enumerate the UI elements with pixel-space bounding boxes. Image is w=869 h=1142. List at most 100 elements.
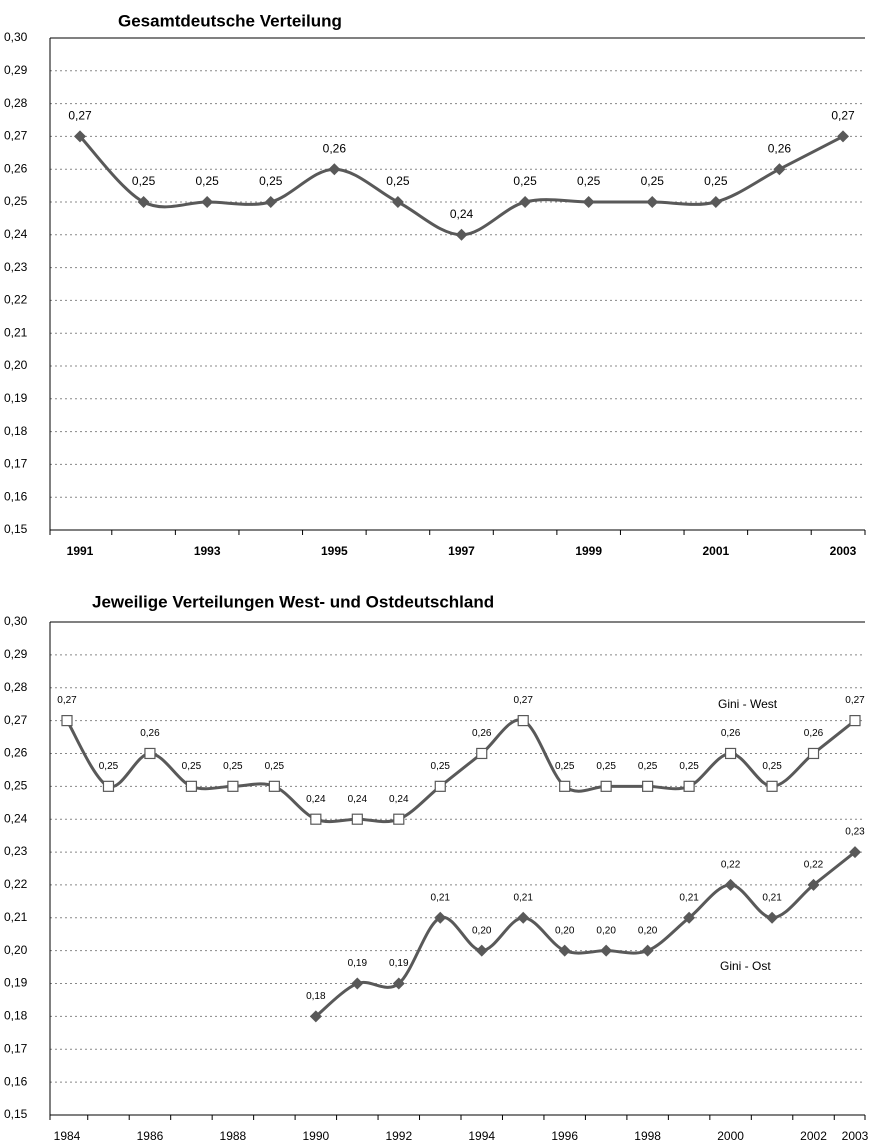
value-label: 0,25 — [679, 761, 699, 772]
marker — [600, 780, 612, 792]
marker — [600, 944, 613, 957]
value-label: 0,21 — [679, 892, 699, 903]
marker — [268, 780, 280, 792]
value-label: 0,25 — [431, 761, 451, 772]
value-label: 0,21 — [762, 892, 782, 903]
x-tick-label: 1999 — [575, 544, 602, 558]
marker — [582, 196, 595, 208]
value-label: 0,26 — [472, 728, 492, 739]
marker — [724, 878, 737, 891]
y-tick-label: 0,18 — [4, 1009, 28, 1023]
value-label: 0,25 — [762, 761, 782, 772]
value-label: 0,25 — [555, 761, 575, 772]
y-tick-label: 0,24 — [4, 811, 28, 825]
y-tick-label: 0,17 — [4, 457, 28, 471]
marker — [227, 780, 239, 792]
marker — [392, 977, 405, 990]
value-label: 0,25 — [132, 174, 156, 188]
value-label: 0,24 — [450, 207, 474, 221]
y-tick-label: 0,29 — [4, 63, 28, 77]
y-tick-label: 0,20 — [4, 358, 28, 372]
value-label: 0,19 — [348, 958, 368, 969]
value-label: 0,20 — [472, 925, 492, 936]
marker — [683, 780, 695, 792]
value-label: 0,20 — [596, 925, 616, 936]
x-tick-label: 1998 — [634, 1129, 661, 1142]
marker — [807, 878, 820, 891]
value-label: 0,21 — [431, 892, 451, 903]
y-tick-label: 0,18 — [4, 424, 28, 438]
marker — [434, 780, 446, 792]
x-tick-label: 1994 — [468, 1129, 495, 1142]
y-tick-label: 0,23 — [4, 844, 28, 858]
marker — [849, 714, 861, 727]
value-label: 0,25 — [513, 174, 537, 188]
value-label: 0,25 — [223, 761, 243, 772]
x-tick-label: 1988 — [220, 1129, 247, 1142]
y-tick-label: 0,27 — [4, 129, 28, 143]
marker — [309, 1010, 322, 1023]
x-tick-label: 2003 — [830, 544, 857, 558]
y-tick-label: 0,26 — [4, 746, 28, 760]
value-label: 0,25 — [259, 174, 283, 188]
series-label: Gini - West — [718, 697, 778, 711]
x-tick-label: 1997 — [448, 544, 475, 558]
marker — [137, 196, 150, 208]
marker — [683, 911, 696, 924]
y-tick-label: 0,17 — [4, 1041, 28, 1055]
chart-title: Jeweilige Verteilungen West- und Ostdeut… — [92, 592, 494, 611]
x-tick-label: 1992 — [385, 1129, 412, 1142]
value-label: 0,26 — [804, 728, 824, 739]
marker — [310, 813, 322, 825]
series-line — [314, 850, 856, 1018]
value-label: 0,27 — [68, 109, 92, 123]
marker — [201, 196, 214, 208]
marker — [709, 196, 722, 208]
marker — [642, 780, 654, 792]
marker — [558, 944, 571, 957]
marker — [724, 747, 737, 760]
y-tick-label: 0,21 — [4, 325, 28, 339]
x-tick-label: 1993 — [194, 544, 221, 558]
y-tick-label: 0,30 — [4, 30, 28, 44]
marker — [475, 944, 488, 957]
y-tick-label: 0,20 — [4, 943, 28, 957]
y-tick-label: 0,25 — [4, 779, 28, 793]
marker — [519, 196, 532, 208]
y-tick-label: 0,27 — [4, 713, 28, 727]
value-label: 0,27 — [831, 109, 855, 123]
value-label: 0,20 — [638, 925, 658, 936]
y-tick-label: 0,29 — [4, 647, 28, 661]
marker — [185, 780, 198, 792]
marker — [144, 747, 156, 760]
marker — [476, 747, 488, 760]
value-label: 0,24 — [306, 794, 326, 805]
value-label: 0,18 — [306, 991, 326, 1002]
value-label: 0,26 — [721, 728, 741, 739]
value-label: 0,23 — [845, 827, 865, 838]
value-label: 0,26 — [768, 141, 792, 155]
value-label: 0,25 — [638, 761, 658, 772]
value-label: 0,21 — [513, 892, 533, 903]
marker — [646, 196, 659, 208]
value-label: 0,27 — [845, 695, 865, 706]
value-label: 0,26 — [323, 141, 347, 155]
x-tick-label: 2001 — [702, 544, 729, 558]
y-tick-label: 0,28 — [4, 96, 28, 110]
y-tick-label: 0,22 — [4, 877, 28, 891]
y-tick-label: 0,26 — [4, 161, 28, 175]
value-label: 0,26 — [140, 728, 160, 739]
marker — [74, 130, 86, 143]
marker — [61, 714, 73, 727]
value-label: 0,25 — [596, 761, 616, 772]
marker — [328, 163, 341, 176]
marker — [517, 911, 530, 924]
marker — [393, 813, 405, 825]
value-label: 0,27 — [513, 695, 533, 706]
y-tick-label: 0,24 — [4, 227, 28, 241]
x-tick-label: 2000 — [717, 1129, 744, 1142]
marker — [102, 780, 115, 792]
y-tick-label: 0,19 — [4, 391, 28, 405]
y-tick-label: 0,15 — [4, 1107, 28, 1121]
